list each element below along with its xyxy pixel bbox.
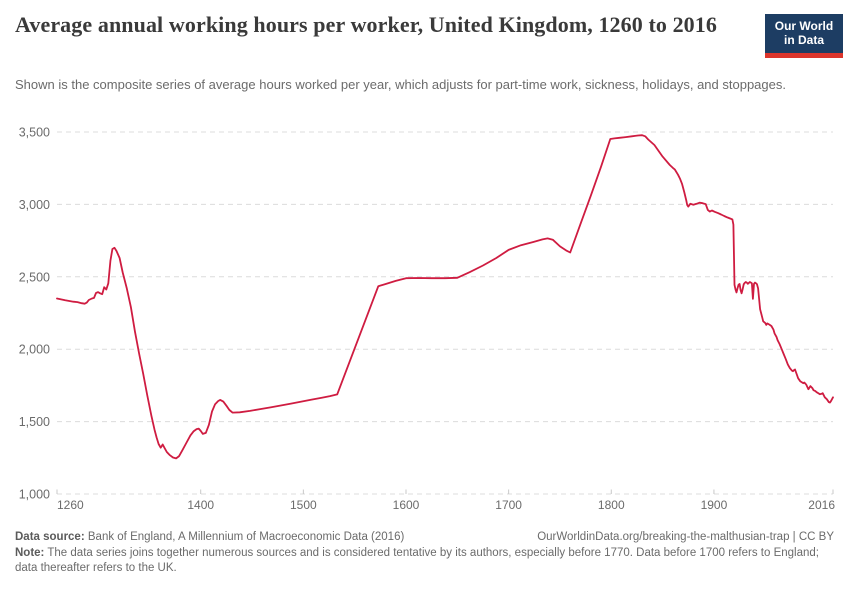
line-chart: 1,000 1,500 2,000 2,500 3,000 3,500 1260 1400 15… bbox=[19, 126, 836, 513]
x-tick-label: 1800 bbox=[598, 498, 625, 512]
x-tick-label: 1600 bbox=[393, 498, 420, 512]
y-tick-label: 2,000 bbox=[19, 343, 50, 357]
footer-note: Note: The data series joins together num… bbox=[15, 546, 833, 577]
owid-logo-line1: Our World bbox=[774, 19, 834, 33]
y-tick-label: 2,500 bbox=[19, 270, 50, 284]
x-tick-label: 2016 bbox=[808, 498, 835, 512]
x-tick-label: 1700 bbox=[495, 498, 522, 512]
x-tick-label: 1260 bbox=[57, 498, 84, 512]
y-tick-label: 1,000 bbox=[19, 488, 50, 502]
data-source-label: Data source: bbox=[15, 531, 85, 543]
chart-subtitle: Shown is the composite series of average… bbox=[15, 77, 786, 92]
data-series-line bbox=[56, 134, 834, 460]
owid-logo[interactable]: Our World in Data bbox=[765, 14, 843, 58]
data-source-text: Bank of England, A Millennium of Macroec… bbox=[87, 531, 405, 543]
footer-note-text: The data series joins together numerous … bbox=[15, 546, 819, 575]
y-tick-label: 3,500 bbox=[19, 126, 50, 140]
owid-logo-line2: in Data bbox=[783, 32, 824, 47]
y-tick-label: 1,500 bbox=[19, 415, 50, 429]
footer-note-label: Note: bbox=[15, 546, 45, 559]
page-title: Average annual working hours per worker,… bbox=[15, 12, 717, 37]
x-tick-label: 1900 bbox=[701, 498, 728, 512]
x-tick-label: 1500 bbox=[290, 498, 317, 512]
chart-footer: Data source: Bank of England, A Millenni… bbox=[15, 530, 834, 577]
x-tick-label: 1400 bbox=[187, 498, 214, 512]
data-source: Data source: Bank of England, A Millenni… bbox=[15, 530, 404, 546]
footer-link[interactable]: OurWorldinData.org/breaking-the-malthusi… bbox=[537, 531, 834, 543]
y-tick-label: 3,000 bbox=[19, 198, 50, 212]
